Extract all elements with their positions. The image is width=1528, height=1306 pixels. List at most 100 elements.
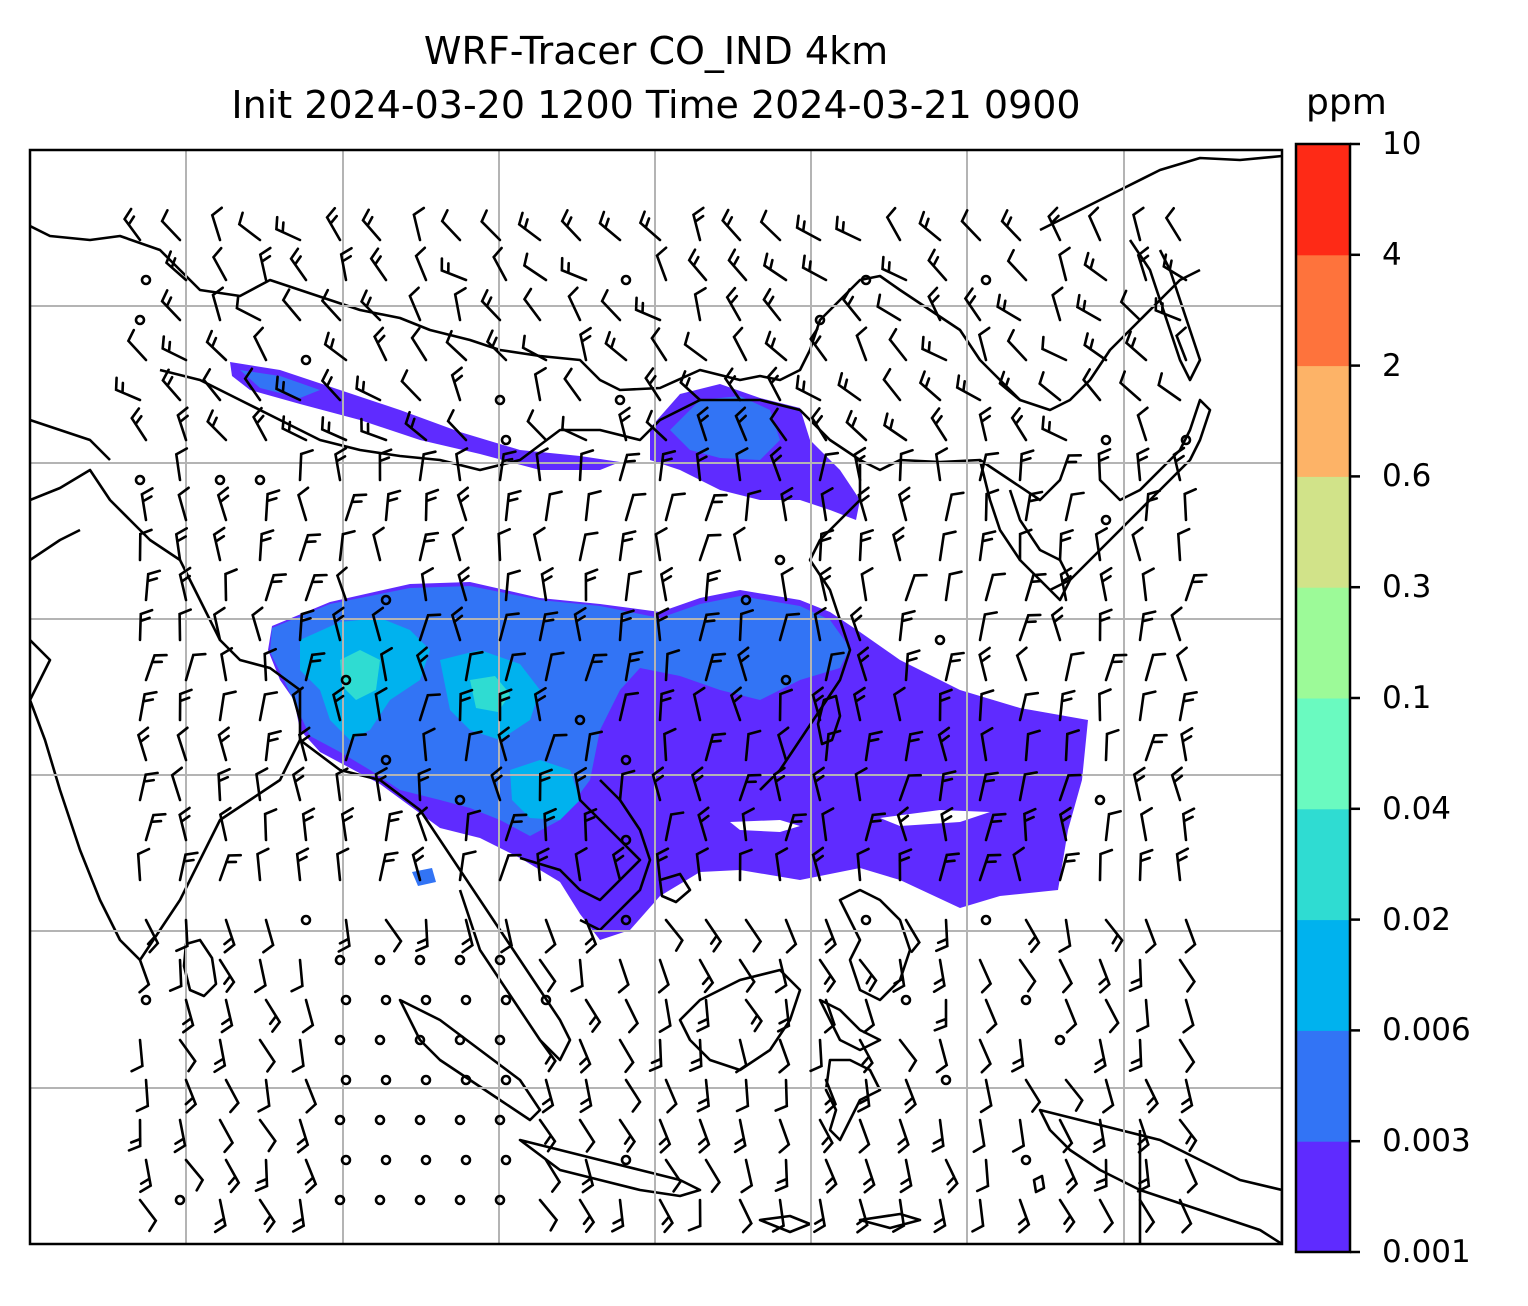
wind-barb — [679, 370, 702, 402]
wind-barb — [811, 846, 825, 882]
wind-barb — [263, 647, 277, 682]
map-title-line2: Init 2024-03-20 1200 Time 2024-03-21 090… — [231, 83, 1081, 127]
calm-wind-marker — [134, 474, 146, 486]
wind-barb — [337, 918, 351, 953]
wind-barb — [778, 1118, 791, 1154]
wind-barb — [291, 766, 305, 802]
wind-barb — [1175, 326, 1188, 362]
wind-barb — [1047, 206, 1062, 242]
calm-wind-marker — [500, 434, 512, 446]
wind-barb — [136, 847, 151, 882]
wind-barb — [170, 766, 183, 802]
wind-barb — [1015, 646, 1028, 682]
wind-barb — [301, 807, 316, 842]
wind-barb — [617, 958, 630, 994]
wind-barb — [355, 375, 382, 402]
wind-barb — [618, 406, 631, 442]
map-title-line1: WRF-Tracer CO_IND 4km — [423, 29, 889, 73]
wind-barb — [296, 486, 310, 522]
wind-barb — [138, 608, 154, 642]
wind-barb — [458, 850, 477, 882]
wind-barb — [1050, 606, 1064, 642]
wind-barb — [498, 612, 520, 642]
colorbar-tick-label: 4 — [1382, 236, 1402, 273]
calm-wind-marker — [340, 674, 352, 686]
wind-barb — [657, 958, 670, 994]
wind-barb — [213, 1198, 227, 1234]
wind-barb — [1136, 246, 1150, 282]
wind-barb — [692, 686, 706, 722]
wind-barb — [538, 958, 557, 993]
calm-wind-marker — [1020, 994, 1032, 1006]
wind-barb — [1175, 646, 1188, 682]
wind-barb — [683, 331, 708, 362]
wind-barb — [778, 688, 793, 722]
wind-barb — [818, 1118, 834, 1154]
wind-barb — [258, 1038, 276, 1073]
wind-barb — [1170, 606, 1183, 642]
colorbar-tick-label: 0.006 — [1382, 1012, 1471, 1049]
wind-barb — [1180, 1078, 1194, 1114]
calm-wind-marker — [140, 994, 152, 1006]
wind-barb — [1010, 407, 1028, 442]
wind-barb — [897, 1118, 910, 1154]
wind-barb — [450, 606, 464, 642]
wind-barb — [624, 650, 644, 682]
wind-barb — [854, 767, 868, 802]
wind-barb — [1180, 727, 1194, 762]
calm-wind-marker — [1020, 1154, 1032, 1166]
wind-barb — [254, 958, 267, 994]
wind-barb — [1132, 766, 1146, 802]
wind-barb — [492, 246, 508, 282]
calm-wind-marker — [454, 1194, 466, 1206]
wind-barb — [1093, 1158, 1108, 1192]
calm-wind-marker — [454, 954, 466, 966]
wind-barb — [212, 526, 226, 562]
wind-barb — [998, 370, 1022, 402]
wind-barb — [688, 1038, 703, 1072]
wind-barb — [1024, 918, 1041, 954]
wind-barb — [963, 287, 982, 322]
wind-barb — [522, 252, 548, 282]
wind-barb — [704, 652, 727, 682]
wind-barb — [1164, 207, 1182, 242]
wind-barb — [881, 255, 908, 282]
wind-barb — [418, 531, 440, 562]
wind-barb — [320, 368, 342, 402]
wind-barb — [935, 918, 949, 953]
wind-barb — [857, 1078, 871, 1113]
wind-barb — [824, 918, 837, 954]
calm-wind-marker — [494, 1034, 506, 1046]
wind-barb — [764, 330, 788, 362]
wind-barb — [1064, 729, 1080, 762]
wind-barb — [938, 770, 957, 802]
wind-barb — [664, 811, 685, 842]
wind-barb — [176, 726, 189, 762]
wind-barb — [1041, 335, 1068, 362]
calm-wind-marker — [414, 1034, 426, 1046]
wind-barb — [864, 730, 883, 762]
wind-barb — [1058, 246, 1071, 282]
calm-wind-marker — [780, 674, 792, 686]
wind-barb — [1058, 806, 1072, 842]
wind-barb — [664, 1078, 678, 1114]
wind-barb — [738, 848, 753, 882]
wind-barb — [584, 489, 602, 522]
wind-barb — [344, 493, 368, 522]
wind-barb — [1058, 689, 1076, 722]
wind-barb — [759, 209, 782, 242]
wind-barb — [480, 209, 502, 242]
wind-barb — [692, 206, 705, 242]
tracer-streak-nw-mid — [240, 370, 320, 398]
wind-barb — [921, 335, 948, 362]
calm-wind-marker — [620, 274, 632, 286]
wind-barb — [818, 451, 840, 482]
wind-barb — [424, 488, 440, 522]
wind-barb — [823, 998, 836, 1034]
wind-barb — [695, 847, 709, 882]
wind-barb — [704, 569, 721, 602]
wind-barb — [737, 646, 750, 682]
wind-barb — [611, 846, 625, 882]
calm-wind-marker — [340, 994, 352, 1006]
wind-barb — [744, 918, 763, 953]
